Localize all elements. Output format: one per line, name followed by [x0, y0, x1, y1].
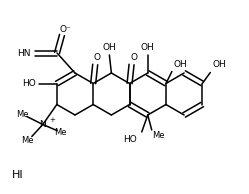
Text: N: N: [39, 120, 46, 129]
Text: OH: OH: [103, 43, 116, 53]
Text: HO: HO: [22, 79, 36, 88]
Text: O⁻: O⁻: [59, 24, 71, 34]
Text: Me: Me: [22, 136, 34, 145]
Text: +: +: [49, 118, 55, 124]
Text: Me: Me: [55, 128, 67, 137]
Text: HN: HN: [17, 48, 31, 57]
Text: OH: OH: [173, 60, 187, 69]
Text: HI: HI: [12, 170, 24, 180]
Text: OH: OH: [141, 43, 155, 53]
Text: HO: HO: [123, 135, 137, 145]
Text: Me: Me: [17, 110, 29, 119]
Text: Me: Me: [152, 131, 165, 139]
Text: O: O: [130, 53, 137, 62]
Text: OH: OH: [212, 60, 226, 69]
Text: O: O: [94, 53, 101, 62]
